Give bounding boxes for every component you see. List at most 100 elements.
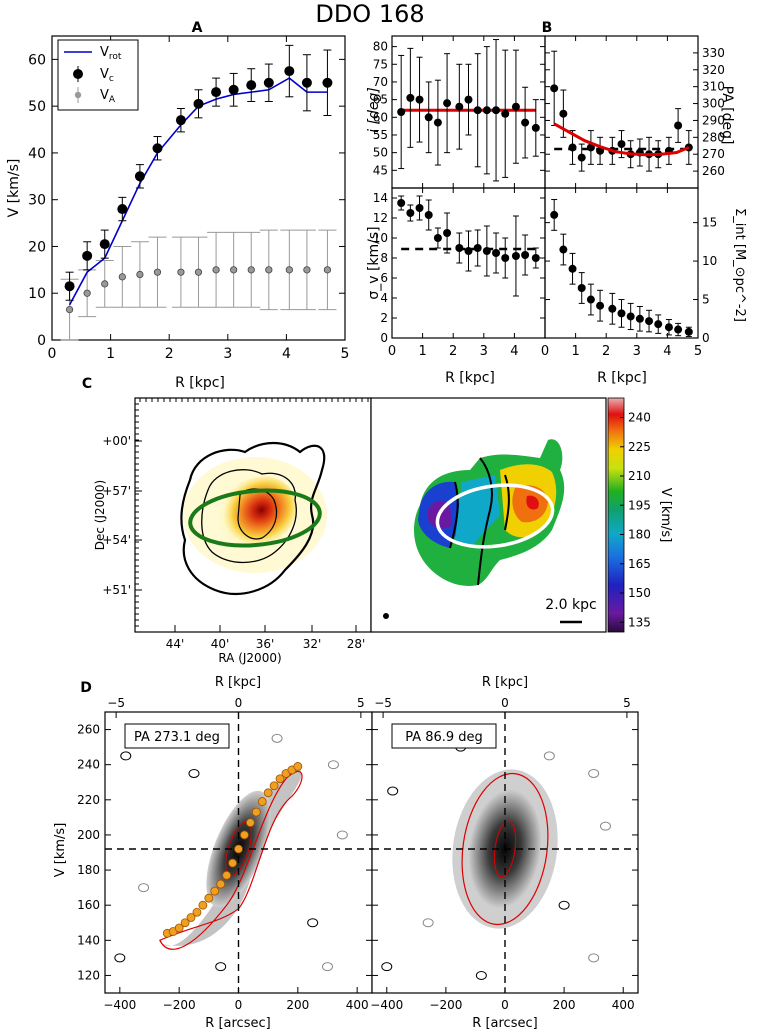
panel-a-xtick-label: 5 bbox=[341, 346, 350, 362]
pv-xtick-label: −200 bbox=[163, 998, 196, 1012]
panel-a-ytick-label: 0 bbox=[37, 333, 46, 349]
moment0-xtick-label: 28' bbox=[347, 637, 366, 651]
va-point bbox=[177, 268, 185, 276]
pv-noise-contour bbox=[271, 733, 283, 743]
colorbar-tick-label: 135 bbox=[628, 615, 651, 629]
figure-title: DDO 168 bbox=[315, 0, 424, 28]
va-point bbox=[247, 266, 255, 274]
vc-point bbox=[64, 281, 75, 292]
velocity-dispersion-point bbox=[482, 247, 491, 255]
pv-top-xtick-label: 5 bbox=[357, 696, 365, 710]
pv-rotation-point bbox=[240, 830, 249, 840]
surface-density-xtick-label: 1 bbox=[571, 344, 579, 359]
inclination-ytick-label: 50 bbox=[373, 146, 388, 160]
pv-label-box bbox=[391, 723, 497, 749]
panel-b-left-xlabel: R [kpc] bbox=[445, 370, 495, 386]
surface-density-point bbox=[617, 309, 626, 318]
pv-slice-1: PA 273.1 deg −400 −200 0 200 400 −5 0 5 120 140 160… bbox=[77, 696, 373, 1012]
panel-label-d: D bbox=[80, 680, 92, 696]
inclination-ytick-label: 65 bbox=[373, 93, 388, 107]
pv-noise-contour bbox=[120, 751, 132, 761]
colorbar-tick-label: 150 bbox=[628, 586, 651, 600]
colorbar-tick-label: 225 bbox=[628, 440, 651, 454]
pv-xtick-label: 0 bbox=[235, 998, 243, 1012]
velocity-dispersion-xtick-label: 4 bbox=[510, 344, 518, 359]
pv-red-contour bbox=[461, 772, 549, 926]
panel-a-xtick-label: 1 bbox=[106, 346, 115, 362]
moment0-xtick-label: 36' bbox=[256, 637, 275, 651]
velocity-dispersion-ytick-label: 0 bbox=[380, 331, 388, 345]
surface-density-point bbox=[586, 295, 595, 304]
vc-point bbox=[152, 143, 163, 154]
inclination-ytick-label: 70 bbox=[373, 75, 388, 89]
velocity-dispersion-ytick-label: 8 bbox=[380, 251, 388, 265]
pv-top-xtick-label: 0 bbox=[501, 696, 509, 710]
position-angle-ytick-label: 330 bbox=[702, 46, 725, 60]
position-angle-ytick-label: 300 bbox=[702, 97, 725, 111]
surface-density-point bbox=[608, 304, 617, 313]
surface-density-point bbox=[577, 284, 586, 292]
velocity-dispersion-point bbox=[531, 254, 540, 262]
pv-noise-contour bbox=[588, 953, 600, 963]
panel-a-xtick-label: 4 bbox=[282, 346, 291, 362]
panel-b-surface-density-ylabel: Σ_int [M_⊙pc^-2] bbox=[732, 208, 747, 322]
pv-rotation-point bbox=[275, 774, 285, 784]
va-point bbox=[303, 266, 311, 274]
inclination-point bbox=[406, 93, 415, 102]
moment0-xtick-label: 44' bbox=[166, 637, 185, 651]
surface-density-ytick-label: 5 bbox=[702, 293, 710, 307]
va-point bbox=[230, 266, 238, 274]
panel-b-pa-ylabel: PA [deg] bbox=[719, 86, 735, 145]
surface-density-point bbox=[635, 314, 644, 323]
moment0-fit-ellipse bbox=[188, 488, 322, 548]
velocity-field-map bbox=[383, 439, 582, 624]
panel-a-ytick-label: 60 bbox=[28, 52, 46, 68]
velocity-dispersion-ytick-label: 10 bbox=[373, 231, 388, 245]
pv-noise-contour bbox=[327, 760, 339, 770]
position-angle-point bbox=[586, 143, 595, 152]
velocity-dispersion-point bbox=[424, 211, 433, 219]
velocity-dispersion-xtick-label: 1 bbox=[418, 344, 426, 359]
moment0-ytick-label: +00' bbox=[102, 434, 131, 448]
vc-point bbox=[322, 77, 333, 88]
inclination-point bbox=[492, 106, 501, 115]
pv-xtick-label: 200 bbox=[286, 998, 309, 1012]
position-angle-point bbox=[577, 153, 586, 162]
surface-density-xtick-label: 4 bbox=[663, 344, 671, 359]
pv-ytick-label: 200 bbox=[77, 828, 100, 842]
surface-density-point bbox=[645, 317, 654, 326]
panel-d-right-top-xlabel: R [kpc] bbox=[482, 675, 528, 690]
vc-point bbox=[246, 80, 257, 91]
panel-b-position-angle: 260 270 280 290 300 310 320 330 bbox=[544, 35, 725, 189]
surface-density-point bbox=[674, 325, 683, 334]
panel-b-sigma-ylabel: σ_v [km/s] bbox=[366, 226, 382, 299]
panel-c-maps: 2.0 kpc 240 225 210 195 180 165 150 135 V [km/s… bbox=[93, 397, 673, 665]
pv-red-contour-inner bbox=[493, 820, 517, 878]
moment0-inner-contour bbox=[201, 469, 297, 564]
colorbar-tick-label: 240 bbox=[628, 411, 651, 425]
panel-d-left-top-xlabel: R [kpc] bbox=[215, 675, 261, 690]
inclination-ytick-label: 55 bbox=[373, 128, 388, 142]
vc-point bbox=[82, 250, 93, 261]
surface-density-xtick-label: 3 bbox=[633, 344, 641, 359]
panel-b-inclination: 45 50 55 60 65 70 75 80 bbox=[373, 35, 546, 189]
velocity-dispersion-point bbox=[464, 247, 473, 255]
pv-xtick-label: −400 bbox=[103, 998, 136, 1012]
pv-noise-contour bbox=[543, 751, 555, 761]
velocity-isovelocity-contour-3 bbox=[504, 474, 510, 531]
panel-a-frame bbox=[51, 35, 346, 341]
va-point bbox=[212, 266, 220, 274]
position-angle-frame bbox=[544, 35, 699, 189]
pv-rotation-point bbox=[216, 879, 226, 889]
pv-label-box bbox=[124, 723, 230, 749]
panel-a-xtick-label: 0 bbox=[48, 346, 57, 362]
pv-ytick-label: 240 bbox=[77, 758, 100, 772]
pv-noise-contour bbox=[336, 830, 348, 840]
pv-xtick-label: 0 bbox=[501, 998, 509, 1012]
pv-rotation-point bbox=[257, 797, 267, 806]
pv-ytick-label: 140 bbox=[77, 933, 100, 947]
panel-b-inclination-ylabel: i [deg] bbox=[366, 87, 382, 133]
vc-point bbox=[99, 239, 110, 250]
inclination-ytick-label: 60 bbox=[373, 110, 388, 124]
